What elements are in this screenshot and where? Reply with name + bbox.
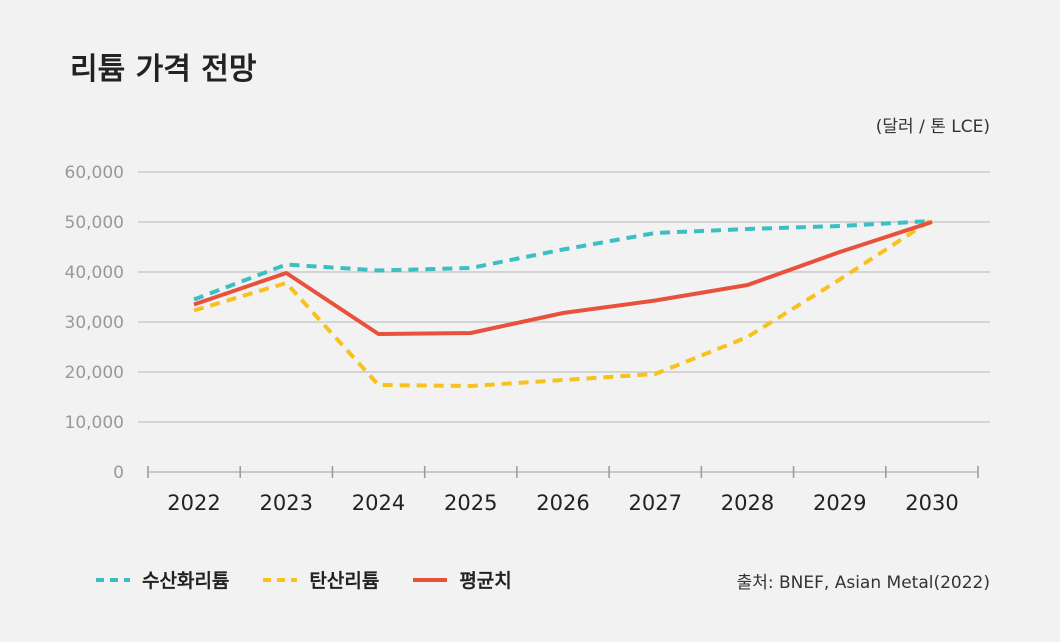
legend-swatch-hydroxide — [96, 577, 130, 582]
y-tick-label: 60,000 — [65, 163, 124, 183]
legend-label-average: 평균치 — [459, 570, 512, 592]
legend-label-hydroxide: 수산화리튬 — [142, 570, 230, 592]
legend-swatch-average — [413, 577, 448, 582]
y-tick-label: 10,000 — [65, 413, 124, 433]
source-note: 출처: BNEF, Asian Metal(2022) — [736, 573, 990, 593]
x-tick-label: 2022 — [167, 491, 220, 515]
x-tick-label: 2025 — [444, 491, 497, 515]
legend: 수산화리튬 탄산리튬 평균치 — [96, 566, 546, 593]
y-tick-label: 0 — [113, 463, 124, 483]
x-tick-label: 2028 — [721, 491, 774, 515]
legend-item-average: 평균치 — [413, 566, 512, 593]
y-tick-label: 50,000 — [65, 213, 124, 233]
legend-swatch-carbonate — [263, 577, 298, 582]
y-tick-label: 30,000 — [65, 313, 124, 333]
series-line-2 — [193, 220, 933, 336]
unit-note: (달러 / 톤 LCE) — [875, 117, 990, 137]
legend-label-carbonate: 탄산리튬 — [309, 570, 380, 592]
x-tick-label: 2030 — [905, 491, 958, 515]
series-line-0 — [193, 219, 933, 302]
x-tick-label: 2023 — [260, 491, 313, 515]
x-tick-label: 2026 — [536, 491, 589, 515]
legend-item-carbonate: 탄산리튬 — [263, 566, 379, 593]
x-tick-label: 2024 — [352, 491, 405, 515]
x-tick-label: 2027 — [629, 491, 682, 515]
x-tick-label: 2029 — [813, 491, 866, 515]
series-line-1 — [193, 217, 934, 388]
legend-item-hydroxide: 수산화리튬 — [96, 566, 229, 593]
y-tick-label: 40,000 — [65, 263, 124, 283]
y-tick-label: 20,000 — [65, 363, 124, 383]
chart-title: 리튬 가격 전망 — [70, 52, 257, 87]
